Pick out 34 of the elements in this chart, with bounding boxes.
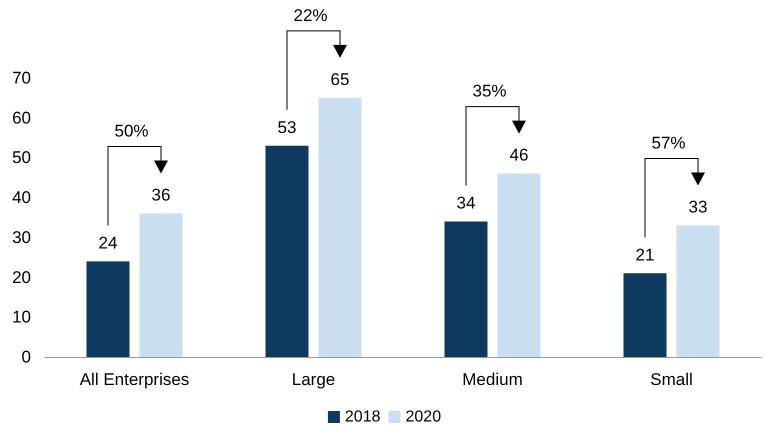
bar	[444, 221, 488, 357]
y-tick-label: 70	[12, 68, 31, 88]
bar	[140, 214, 182, 357]
data-label: 53	[278, 118, 296, 137]
x-tick-label: All Enterprises	[80, 370, 190, 389]
data-label: 21	[636, 245, 654, 264]
legend-label: 2018	[344, 408, 381, 426]
data-label: 33	[688, 197, 708, 216]
bar	[318, 98, 362, 357]
bar	[266, 146, 308, 357]
data-label: 24	[98, 233, 118, 252]
y-tick-label: 60	[12, 108, 31, 128]
y-tick-label: 10	[12, 308, 31, 327]
data-label: 46	[510, 146, 528, 165]
annotation: 57%	[652, 133, 686, 152]
bar	[676, 225, 720, 357]
data-label: 65	[330, 70, 350, 89]
x-tick-label: Medium	[462, 370, 523, 389]
text: 22%	[294, 6, 328, 25]
annotation: 50%	[114, 122, 149, 141]
bar	[624, 273, 666, 357]
x-tick-label: Large	[292, 370, 336, 389]
y-tick-label: 50	[12, 148, 31, 168]
bar	[86, 261, 130, 357]
annotation: 35%	[472, 82, 507, 101]
y-tick-label: 40	[12, 188, 31, 208]
data-label: 34	[456, 193, 476, 212]
y-tick-label: 0	[22, 348, 31, 366]
y-tick-label: 20	[12, 268, 31, 287]
x-tick-label: Small	[650, 370, 693, 389]
legend-label: 2020	[406, 408, 442, 426]
bar	[498, 174, 540, 357]
data-label: 36	[152, 186, 170, 205]
y-tick-label: 30	[12, 228, 31, 247]
